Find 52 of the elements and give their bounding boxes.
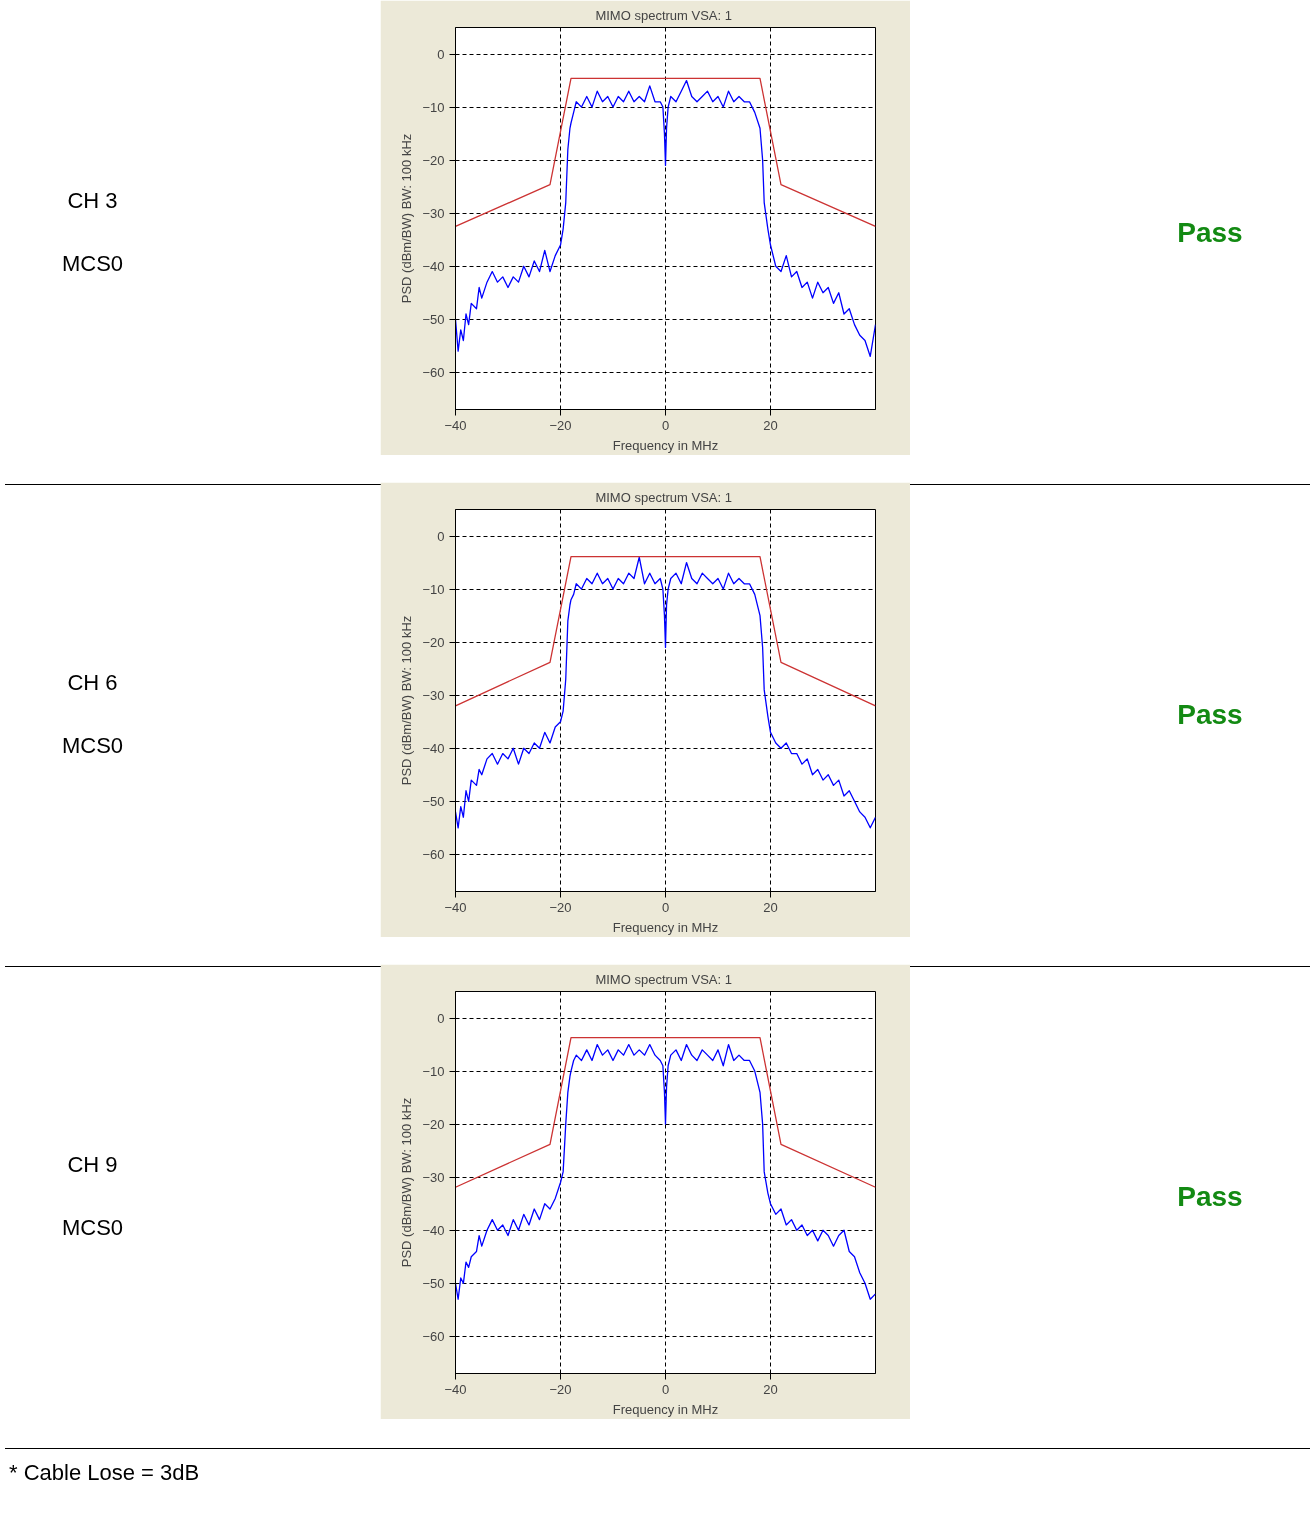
- x-tick-label: 20: [763, 899, 778, 915]
- y-tick-label: −50: [422, 311, 445, 327]
- y-tick-label: −30: [422, 1169, 445, 1185]
- text: CH 6: [67, 670, 118, 696]
- x-tick-label: −20: [549, 417, 572, 433]
- y-tick-label: 0: [437, 528, 445, 544]
- y-tick-label: 0: [437, 46, 445, 62]
- text: Pass: [1176, 215, 1244, 250]
- x-tick-label: −20: [549, 1381, 572, 1397]
- y-tick-label: −10: [422, 1063, 445, 1079]
- text: MCS0: [61, 251, 124, 277]
- y-tick-label: −30: [422, 205, 445, 221]
- text: Pass: [1176, 697, 1244, 732]
- text: MCS0: [61, 733, 124, 759]
- x-tick-label: 0: [661, 417, 670, 433]
- y-tick-label: −60: [422, 1328, 445, 1344]
- x-axis-title: Frequency in MHz: [612, 1401, 719, 1417]
- y-tick-label: −60: [422, 846, 445, 862]
- y-tick-label: −10: [422, 581, 445, 597]
- text: MCS0: [61, 1215, 124, 1241]
- y-axis-title: PSD (dBm/BW) BW: 100 kHz: [399, 615, 415, 786]
- text: CH 9: [67, 1152, 118, 1178]
- y-tick-label: −30: [422, 687, 445, 703]
- y-axis-title: PSD (dBm/BW) BW: 100 kHz: [399, 1097, 415, 1268]
- line-series: [455, 79, 876, 358]
- line-series: [455, 556, 876, 829]
- y-tick-label: −40: [422, 1222, 445, 1238]
- chart-title: MIMO spectrum VSA: 1: [595, 971, 732, 987]
- x-axis-title: Frequency in MHz: [612, 437, 719, 453]
- x-tick-label: 20: [763, 1381, 778, 1397]
- y-tick-label: −20: [422, 634, 445, 650]
- x-tick-label: 0: [661, 899, 670, 915]
- y-tick-label: 0: [437, 1010, 445, 1026]
- y-tick-label: −60: [422, 364, 445, 380]
- line-series: [455, 1043, 876, 1300]
- chart-title: MIMO spectrum VSA: 1: [595, 489, 732, 505]
- text: CH 3: [67, 188, 118, 214]
- y-tick-label: −10: [422, 99, 445, 115]
- text: Pass: [1176, 1179, 1244, 1214]
- y-tick-label: −50: [422, 793, 445, 809]
- y-tick-label: −20: [422, 1116, 445, 1132]
- x-tick-label: −20: [549, 899, 572, 915]
- x-tick-label: 20: [763, 417, 778, 433]
- x-tick-label: 0: [661, 1381, 670, 1397]
- y-axis-title: PSD (dBm/BW) BW: 100 kHz: [399, 133, 415, 304]
- y-tick-label: −40: [422, 258, 445, 274]
- y-tick-label: −50: [422, 1275, 445, 1291]
- text: * Cable Lose = 3dB: [8, 1459, 201, 1487]
- y-tick-label: −40: [422, 740, 445, 756]
- chart-title: MIMO spectrum VSA: 1: [595, 7, 732, 23]
- x-axis-title: Frequency in MHz: [612, 919, 719, 935]
- y-tick-label: −20: [422, 152, 445, 168]
